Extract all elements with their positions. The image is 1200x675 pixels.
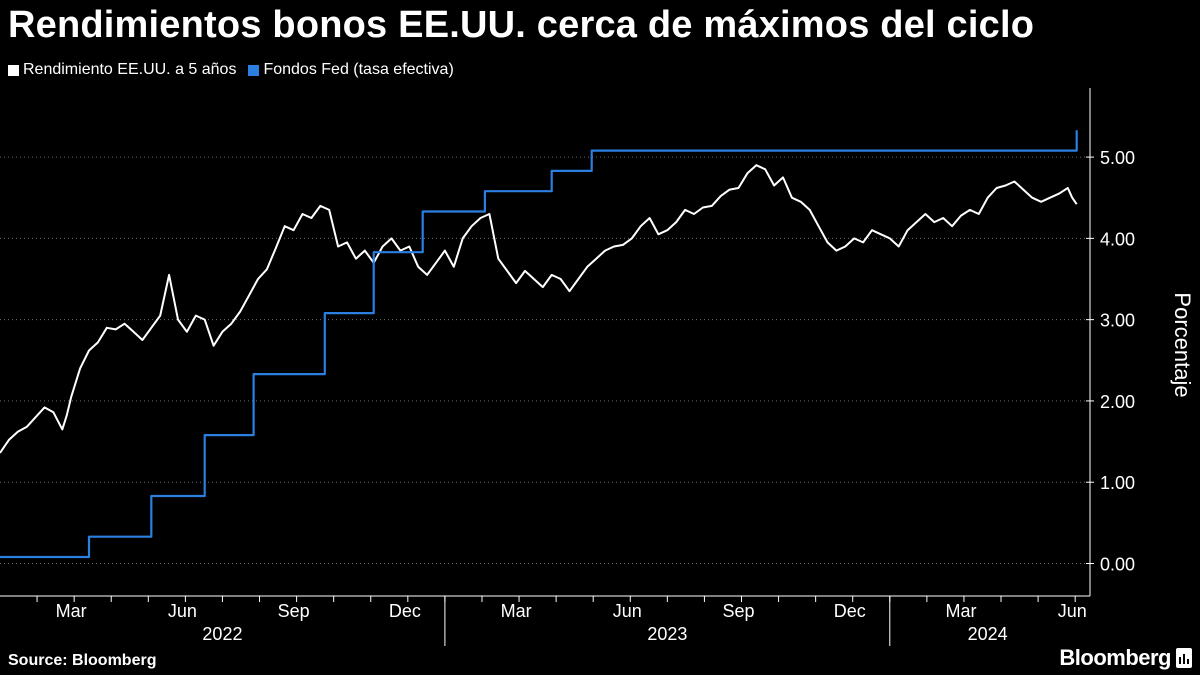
bloomberg-mark-icon — [1176, 648, 1192, 668]
x-tick-label: Sep — [278, 601, 310, 621]
legend-item-fed: Fondos Fed (tasa efectiva) — [248, 61, 454, 79]
bloomberg-logo: Bloomberg — [1059, 645, 1192, 671]
x-tick-label: Mar — [56, 601, 87, 621]
legend-swatch-fed — [248, 64, 260, 76]
legend-label-yield: Rendimiento EE.UU. a 5 años — [23, 61, 237, 78]
x-year-label: 2022 — [202, 624, 242, 644]
x-tick-label: Jun — [168, 601, 197, 621]
x-tick-label: Sep — [723, 601, 755, 621]
x-year-label: 2023 — [647, 624, 687, 644]
y-tick-label: 5.00 — [1100, 148, 1135, 168]
x-tick-label: Mar — [501, 601, 532, 621]
y-tick-label: 4.00 — [1100, 229, 1135, 249]
y-tick-label: 1.00 — [1100, 473, 1135, 493]
x-tick-label: Jun — [613, 601, 642, 621]
series-line-fed — [0, 130, 1078, 559]
legend-label-fed: Fondos Fed (tasa efectiva) — [263, 61, 454, 78]
x-tick-label: Jun — [1058, 601, 1087, 621]
legend: Rendimiento EE.UU. a 5 años Fondos Fed (… — [8, 61, 466, 79]
x-tick-label: Dec — [834, 601, 866, 621]
legend-swatch-yield — [8, 64, 19, 76]
y-tick-label: 3.00 — [1100, 311, 1135, 331]
y-tick-label: 0.00 — [1100, 554, 1135, 574]
source-note: Source: Bloomberg — [8, 652, 157, 669]
y-axis-title: Porcentaje — [1170, 292, 1195, 397]
y-tick-label: 2.00 — [1100, 392, 1135, 412]
x-year-label: 2024 — [968, 624, 1008, 644]
x-tick-label: Dec — [389, 601, 421, 621]
chart-title: Rendimientos bonos EE.UU. cerca de máxim… — [8, 4, 1035, 46]
legend-item-yield: Rendimiento EE.UU. a 5 años — [8, 61, 236, 79]
series-line-yield — [0, 164, 1078, 454]
x-tick-label: Mar — [945, 601, 976, 621]
brand-wordmark: Bloomberg — [1059, 645, 1171, 670]
